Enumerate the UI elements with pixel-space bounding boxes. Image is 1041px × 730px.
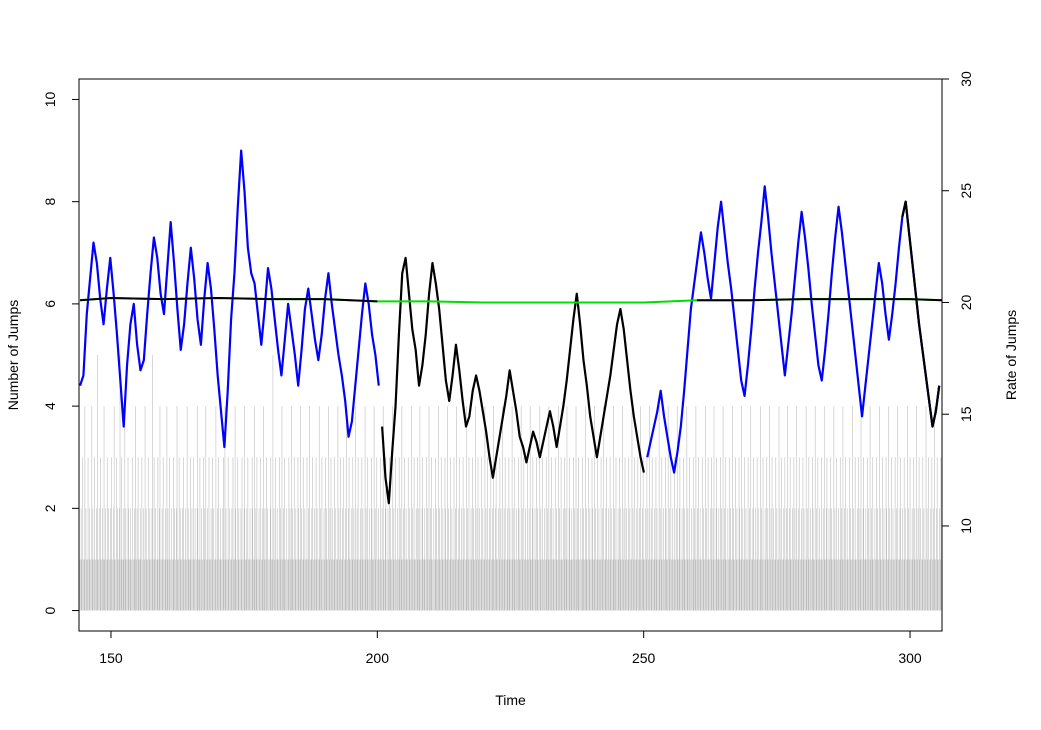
- y-tick-label-left: 8: [42, 198, 58, 206]
- rate-series-0-segment-0: [79, 149, 380, 449]
- y-tick-label-right: 30: [958, 71, 974, 87]
- y-tick-label-left: 10: [42, 91, 58, 107]
- y-tick-label-left: 4: [42, 402, 58, 410]
- jump-count-bar-set: [79, 355, 943, 611]
- long-run-rate-overlay-1: [696, 298, 943, 302]
- x-tick-label: 150: [99, 650, 123, 666]
- x-axis-title: Time: [495, 692, 526, 708]
- x-tick-label: 300: [898, 650, 922, 666]
- x-tick-label: 200: [366, 650, 390, 666]
- x-tick-label: 250: [632, 650, 656, 666]
- rate-lines: [79, 149, 943, 505]
- y-tick-label-right: 25: [958, 183, 974, 199]
- y-tick-label-right: 10: [958, 518, 974, 534]
- rate-series-0-segment-1: [646, 185, 941, 474]
- rate-series-1-segment-0: [381, 256, 645, 505]
- y-tick-label-right: 15: [958, 406, 974, 422]
- y-tick-label-left: 0: [42, 606, 58, 614]
- y-tick-label-right: 20: [958, 294, 974, 310]
- y-axis-title-right: Rate of Jumps: [1003, 310, 1019, 400]
- y-axis-title-left: Number of Jumps: [5, 300, 21, 410]
- y-tick-label-left: 2: [42, 504, 58, 512]
- rate-series-1-segment-1: [901, 200, 941, 428]
- axes: 150 200 250 300 0 2 4 6 8 10 10 15 20 25 30: [42, 71, 974, 666]
- y-tick-label-left: 6: [42, 300, 58, 308]
- long-run-rate-overlay-0: [79, 297, 378, 303]
- jump-count-bars: [79, 355, 943, 611]
